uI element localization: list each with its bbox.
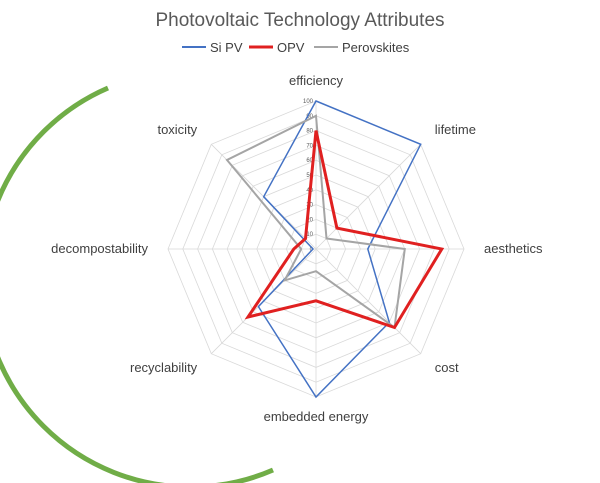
axis-label-cost: cost [435, 360, 459, 375]
tick-label: 70 [306, 143, 313, 149]
tick-label: 10 [306, 232, 313, 238]
axis-label-decompostability: decompostability [51, 241, 148, 256]
tick-label: 100 [303, 99, 314, 105]
tick-label: 80 [306, 129, 313, 135]
green-arc [0, 85, 274, 483]
legend-label-perovskites: Perovskites [342, 40, 410, 55]
tick-label: 20 [306, 217, 313, 223]
axis-label-recyclability: recyclability [130, 360, 198, 375]
legend-label-opv: OPV [277, 40, 305, 55]
tick-label: 60 [306, 158, 313, 164]
legend-item-si-pv[interactable]: Si PV [182, 40, 243, 55]
axis-label-embedded-energy: embedded energy [264, 409, 369, 424]
spoke-cost [315, 248, 421, 354]
radar-axis-labels: efficiency lifetime aesthetics cost embedded… [51, 73, 543, 424]
radar-series [225, 100, 445, 399]
spoke-lifetime [315, 144, 421, 250]
chart-title: Photovoltaic Technology Attributes [155, 10, 444, 31]
legend-label-si-pv: Si PV [210, 40, 243, 55]
series-line-perovskites [225, 114, 406, 330]
tick-label: 50 [306, 173, 313, 179]
axis-label-toxicity: toxicity [157, 122, 197, 137]
axis-label-efficiency: efficiency [289, 73, 343, 88]
legend-item-opv[interactable]: OPV [249, 40, 305, 55]
axis-label-lifetime: lifetime [435, 122, 476, 137]
series-line-opv [244, 130, 445, 330]
tick-label: 90 [306, 114, 313, 120]
legend: Si PV OPV Perovskites [182, 40, 410, 55]
axis-label-aesthetics: aesthetics [484, 241, 543, 256]
legend-item-perovskites[interactable]: Perovskites [314, 40, 410, 55]
series-line-si-pv [257, 100, 422, 399]
